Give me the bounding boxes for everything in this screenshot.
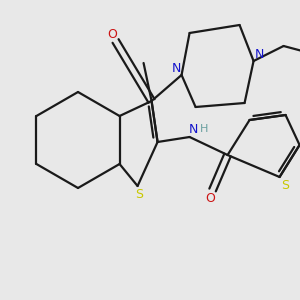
Text: S: S (136, 188, 144, 200)
Text: N: N (172, 62, 181, 76)
Text: N: N (255, 49, 264, 62)
Text: H: H (200, 124, 208, 134)
Text: O: O (206, 191, 215, 205)
Text: S: S (282, 178, 290, 191)
Text: O: O (108, 28, 118, 41)
Text: N: N (189, 122, 198, 136)
